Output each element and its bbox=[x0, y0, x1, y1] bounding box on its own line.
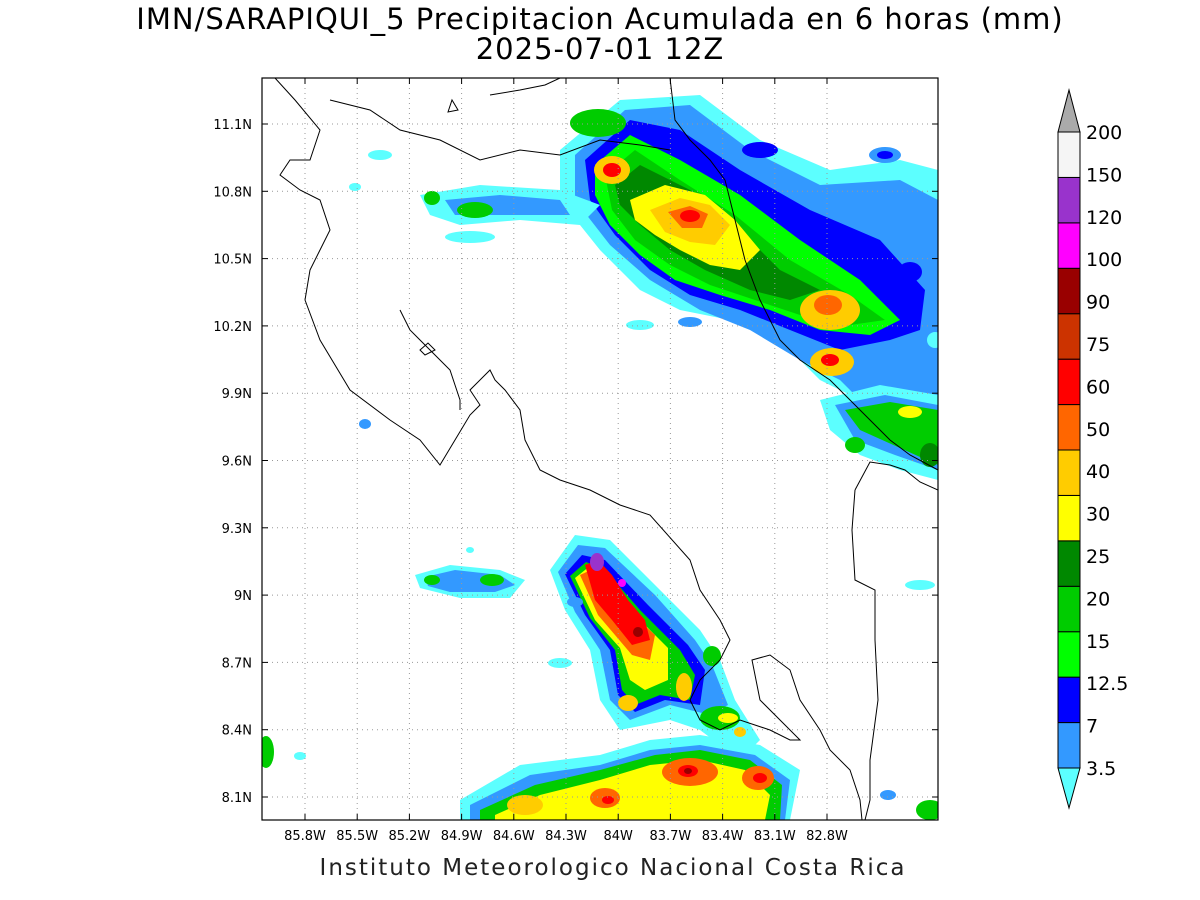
colorbar-segment bbox=[1057, 358, 1081, 406]
y-tick-label: 11.1N bbox=[213, 118, 252, 133]
precip-band-south bbox=[548, 535, 760, 760]
colorbar-label: 90 bbox=[1086, 292, 1110, 314]
x-tick-label: 82.8W bbox=[806, 829, 848, 844]
colorbar-segment bbox=[1057, 222, 1081, 269]
y-tick-label: 9.9N bbox=[222, 387, 252, 402]
colorbar-segment bbox=[1057, 176, 1081, 224]
x-tick-label: 84.9W bbox=[441, 829, 483, 844]
colorbar-label: 40 bbox=[1086, 461, 1110, 483]
colorbar-segment bbox=[1057, 494, 1081, 542]
colorbar-label: 7 bbox=[1086, 716, 1098, 738]
precip-band-east bbox=[820, 385, 938, 480]
colorbar-segment bbox=[1057, 676, 1081, 724]
colorbar-top-arrow bbox=[1057, 88, 1081, 133]
colorbar-segment bbox=[1057, 722, 1081, 769]
y-axis: 11.1N 10.8N 10.5N 10.2N 9.9N 9.6N 9.3N 9N 8.7N 8.… bbox=[213, 118, 938, 806]
colorbar-label: 20 bbox=[1086, 588, 1110, 610]
x-tick-label: 83.4W bbox=[702, 829, 744, 844]
y-tick-label: 8.1N bbox=[222, 791, 252, 806]
y-tick-label: 8.7N bbox=[222, 656, 252, 671]
colorbar-label: 200 bbox=[1086, 122, 1122, 144]
colorbar-label: 15 bbox=[1086, 631, 1110, 653]
colorbar-label: 60 bbox=[1086, 376, 1110, 398]
colorbar-segment bbox=[1057, 540, 1081, 587]
x-tick-label: 85.8W bbox=[284, 829, 326, 844]
colorbar-segment bbox=[1057, 631, 1081, 678]
colorbar-segment bbox=[1057, 131, 1081, 178]
colorbar-label: 75 bbox=[1086, 334, 1110, 356]
colorbar-segment bbox=[1057, 449, 1081, 496]
colorbar-bottom-arrow bbox=[1057, 767, 1081, 810]
y-tick-label: 10.5N bbox=[213, 253, 252, 268]
colorbar-label: 25 bbox=[1086, 546, 1110, 568]
colorbar-label: 100 bbox=[1086, 249, 1122, 271]
map-title: IMN/SARAPIQUI_5 Precipitacion Acumulada … bbox=[136, 2, 1064, 36]
precip-band-west-pacific bbox=[415, 565, 525, 598]
y-tick-label: 9.3N bbox=[222, 522, 252, 537]
map-grid bbox=[262, 78, 938, 820]
precip-band-coast bbox=[262, 419, 938, 820]
colorbar-label: 50 bbox=[1086, 419, 1110, 441]
colorbar-segment bbox=[1057, 267, 1081, 315]
coastline bbox=[274, 78, 938, 820]
x-tick-label: 85.5W bbox=[336, 829, 378, 844]
x-axis: 85.8W 85.5W 85.2W 84.9W 84.6W 84.3W 84W 83.7W 83… bbox=[284, 78, 848, 844]
y-tick-label: 9.6N bbox=[222, 455, 252, 470]
x-tick-label: 84W bbox=[603, 829, 633, 844]
x-tick-label: 84.3W bbox=[545, 829, 587, 844]
map-frame bbox=[261, 77, 939, 821]
y-tick-label: 9N bbox=[234, 589, 252, 604]
footer-credit: Instituto Meteorologico Nacional Costa R… bbox=[319, 855, 907, 881]
colorbar-segment bbox=[1057, 313, 1081, 360]
x-tick-label: 83.1W bbox=[754, 829, 796, 844]
map-subtitle-date: 2025-07-01 12Z bbox=[475, 32, 725, 66]
colorbar-label: 3.5 bbox=[1086, 758, 1116, 780]
colorbar-segment bbox=[1057, 585, 1081, 633]
precipitation-field bbox=[262, 95, 938, 820]
y-tick-label: 10.2N bbox=[213, 320, 252, 335]
colorbar-segment bbox=[1057, 404, 1081, 451]
x-tick-label: 84.6W bbox=[493, 829, 535, 844]
y-tick-label: 8.4N bbox=[222, 724, 252, 739]
colorbar-label: 120 bbox=[1086, 207, 1122, 229]
colorbar: 3.5 7 12.5 15 20 25 30 40 50 60 75 90 100 120 150 200 bbox=[1057, 88, 1128, 810]
colorbar-label: 12.5 bbox=[1086, 673, 1128, 695]
colorbar-label: 30 bbox=[1086, 504, 1110, 526]
x-tick-label: 83.7W bbox=[649, 829, 691, 844]
precip-band-north bbox=[349, 95, 938, 440]
y-tick-label: 10.8N bbox=[213, 185, 252, 200]
colorbar-label: 150 bbox=[1086, 164, 1122, 186]
x-tick-label: 85.2W bbox=[388, 829, 430, 844]
